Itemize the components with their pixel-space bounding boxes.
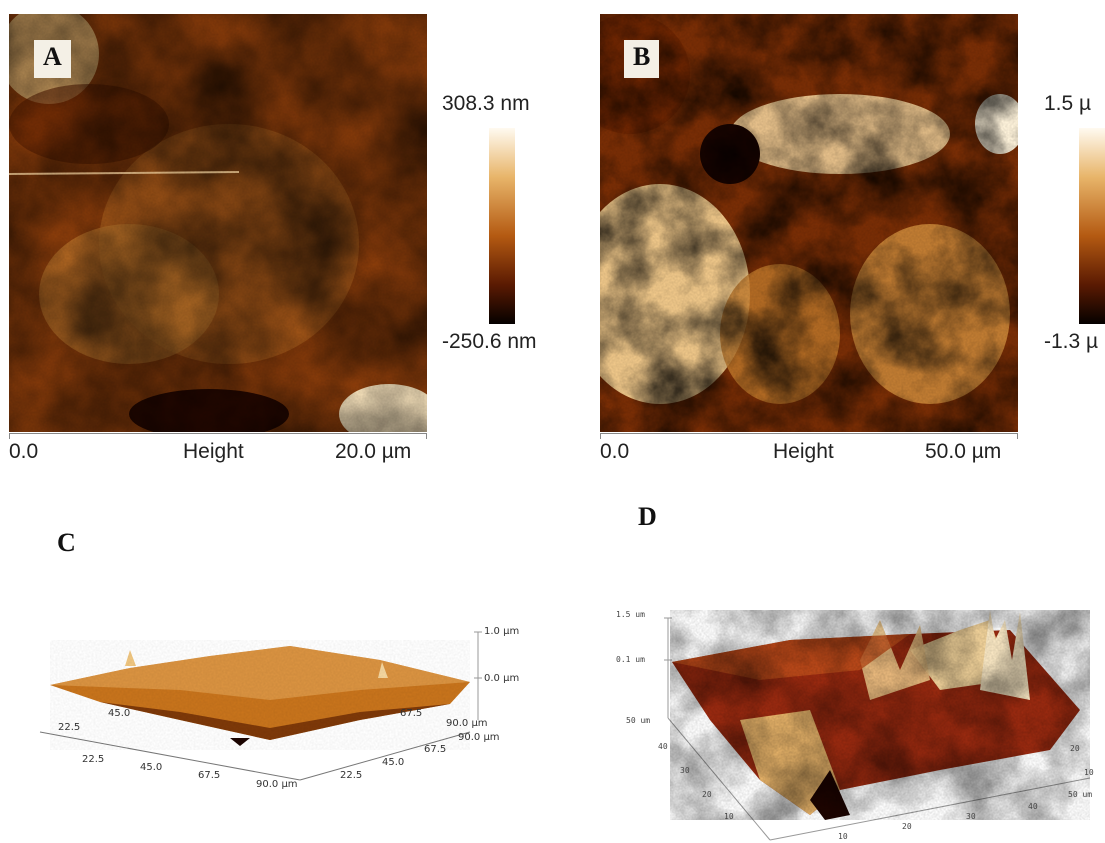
panel-letter-c: C — [57, 528, 76, 557]
right-axis-label-c1: 67.5 — [400, 708, 423, 719]
x-tick-d-1: 10 — [838, 832, 848, 841]
left-axis-label-c2: 45.0 — [108, 708, 131, 719]
y-tick-d-2: 30 — [680, 766, 690, 775]
z-label-top-c: 1.0 µm — [484, 626, 520, 637]
x-tick-c-2: 45.0 — [140, 762, 163, 773]
axis-tick-b-start — [600, 433, 601, 439]
r-tick-d-1: 20 — [1070, 744, 1080, 753]
axis-end-b: 50.0 µm — [925, 440, 1002, 463]
axis-end-a: 20.0 µm — [335, 440, 412, 463]
x-tick-c-1: 22.5 — [82, 754, 105, 765]
colorbar-min-b: -1.3 µ — [1044, 330, 1099, 353]
x-tick-d-3: 30 — [966, 812, 976, 821]
x-tick-c-4: 90.0 µm — [256, 779, 298, 790]
x-tick-d-4: 40 — [1028, 802, 1038, 811]
afm-height-image-a — [9, 14, 427, 432]
afm-topography-a — [9, 14, 427, 432]
y-label-top-d: 50 um — [626, 716, 651, 725]
y-tick-d-3: 20 — [702, 790, 712, 799]
axis-tick-a-end — [426, 433, 427, 439]
left-axis-label-c1: 22.5 — [58, 722, 81, 733]
panel-letter-d: D — [638, 502, 657, 531]
axis-start-a: 0.0 — [9, 440, 39, 463]
afm-topography-b — [600, 14, 1018, 432]
x-tick-c-3: 67.5 — [198, 770, 221, 781]
colorbar-max-b: 1.5 µ — [1044, 92, 1092, 115]
x-label-end-d: 50 um — [1068, 790, 1093, 799]
y-tick-c-1: 22.5 — [340, 770, 363, 781]
y-tick-c-4: 90.0 µm — [458, 732, 500, 743]
axis-title-a: Height — [183, 440, 244, 463]
colorbar-min-a: -250.6 nm — [442, 330, 537, 353]
afm-height-image-b — [600, 14, 1018, 432]
right-axis-label-c2: 90.0 µm — [446, 718, 488, 729]
axis-tick-b-end — [1017, 433, 1018, 439]
z-label-top-d: 1.5 um — [616, 610, 645, 619]
panel-letter-b-text: B — [633, 42, 651, 71]
x-tick-d-2: 20 — [902, 822, 912, 831]
y-tick-d-1: 40 — [658, 742, 668, 751]
axis-title-b: Height — [773, 440, 834, 463]
axis-tick-a-start — [9, 433, 10, 439]
colorbar-b — [1079, 128, 1105, 324]
axis-line-b — [600, 433, 1018, 434]
z-label-mid-d: 0.1 um — [616, 655, 645, 664]
y-tick-c-3: 67.5 — [424, 744, 447, 755]
afm-3d-surface-c — [39, 631, 482, 781]
axis-start-b: 0.0 — [600, 440, 630, 463]
afm-3d-surface-d — [664, 610, 1091, 841]
axis-line-a — [9, 433, 427, 434]
r-tick-d-2: 10 — [1084, 768, 1094, 777]
panel-letter-b: B — [624, 40, 660, 78]
panel-letter-a: A — [34, 40, 71, 78]
y-tick-c-2: 45.0 — [382, 757, 405, 768]
colorbar-max-a: 308.3 nm — [442, 92, 530, 115]
panel-letter-a-text: A — [43, 42, 62, 71]
z-label-mid-c: 0.0 µm — [484, 673, 520, 684]
colorbar-a — [489, 128, 515, 324]
y-tick-d-4: 10 — [724, 812, 734, 821]
